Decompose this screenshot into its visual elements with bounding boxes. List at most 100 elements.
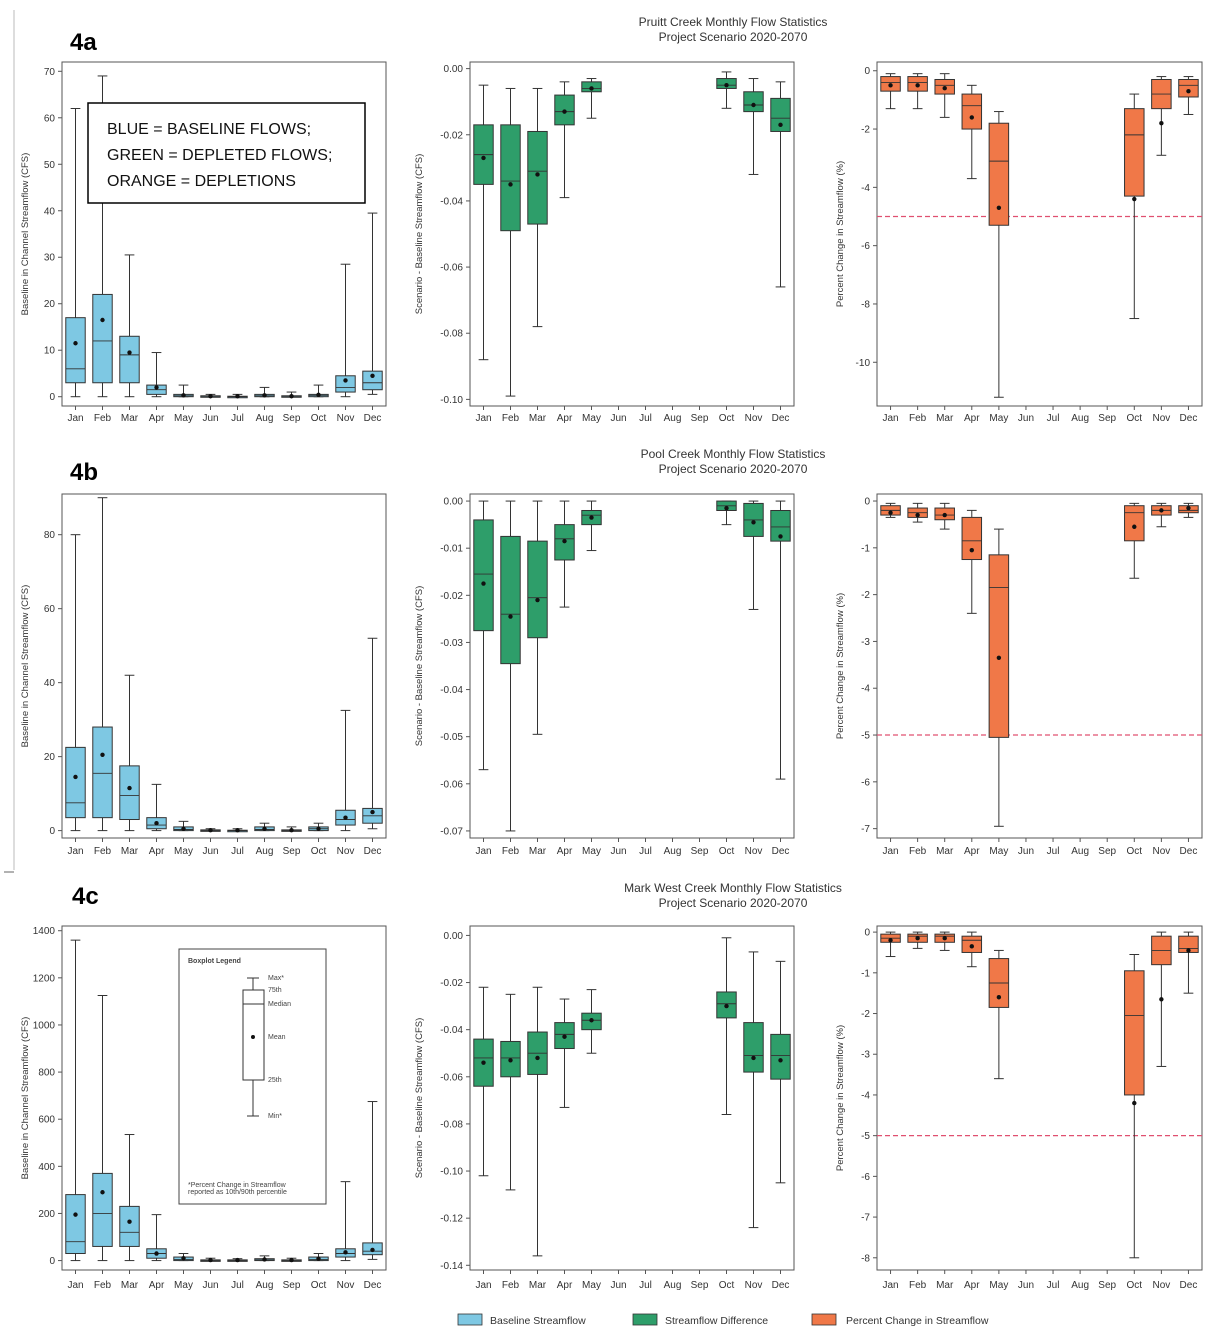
title-4b: Pool Creek Monthly Flow Statistics (641, 447, 826, 461)
x-tick-label: Jun (610, 413, 626, 424)
box-dec (770, 960, 791, 1184)
y-tick-label: 800 (38, 1068, 55, 1079)
box-dec (362, 637, 383, 830)
box-iqr (119, 1205, 140, 1247)
mean-point (181, 393, 186, 398)
x-tick-label: Jul (639, 1280, 652, 1291)
x-tick-label: Nov (337, 413, 355, 424)
mean-point (208, 828, 213, 833)
box-oct (1124, 93, 1145, 320)
x-tick-label: Apr (149, 1280, 165, 1291)
x-tick-label: Oct (311, 846, 327, 857)
mean-point (751, 520, 756, 525)
x-tick-label: Jul (1047, 413, 1060, 424)
y-tick-label: 600 (38, 1115, 55, 1126)
box-may (173, 1253, 194, 1262)
mean-point (181, 1256, 186, 1261)
box-mar (119, 1134, 140, 1262)
x-tick-label: Mar (121, 846, 139, 857)
mean-point (73, 774, 78, 780)
y-tick-label: -0.06 (440, 263, 463, 274)
title-4c: Mark West Creek Monthly Flow Statistics (624, 881, 842, 895)
legend-label-percent: Percent Change in Streamflow (846, 1315, 989, 1327)
mean-point (942, 512, 947, 518)
x-tick-label: Sep (1098, 846, 1116, 857)
x-tick-label: May (174, 413, 193, 424)
box-apr (146, 352, 167, 398)
y-tick-label: -0.02 (440, 591, 463, 602)
box-may (988, 528, 1010, 827)
x-tick-label: May (582, 413, 601, 424)
box-dec (1178, 502, 1199, 518)
note-line-3: ORANGE = DEPLETIONS (107, 173, 296, 190)
box-apr (146, 783, 167, 832)
y-tick-label: -2 (861, 1009, 870, 1020)
x-tick-label: Jul (639, 846, 652, 857)
x-tick-label: Nov (337, 1280, 355, 1291)
x-tick-label: Jul (1047, 846, 1060, 857)
boxplot-legend-mean: Mean (268, 1034, 286, 1041)
x-tick-label: Jul (1047, 1280, 1060, 1291)
x-tick-label: May (582, 1280, 601, 1291)
x-tick-label: Mar (936, 1280, 954, 1291)
box-may (581, 500, 602, 552)
x-tick-label: Jul (231, 1280, 244, 1291)
subtitle-4c: Project Scenario 2020-2070 (659, 896, 808, 910)
y-tick-label: -4 (861, 1090, 870, 1101)
y-axis-label: Scenario - Baseline Streamflow (CFS) (414, 1018, 425, 1179)
x-tick-label: Nov (1152, 846, 1170, 857)
box-mar (934, 502, 955, 530)
y-tick-label: 400 (38, 1162, 55, 1173)
mean-point (888, 83, 893, 88)
y-tick-label: 0.00 (444, 64, 464, 75)
mean-point (100, 1190, 105, 1195)
mean-point (942, 936, 947, 941)
x-tick-label: May (989, 846, 1008, 857)
mean-point (589, 86, 594, 91)
mean-point (481, 581, 486, 586)
x-tick-label: Oct (1127, 413, 1143, 424)
box-may (173, 820, 194, 832)
x-tick-label: Apr (557, 1280, 573, 1291)
x-tick-label: May (989, 1280, 1008, 1291)
box-dec (362, 1101, 383, 1260)
box-oct (716, 71, 737, 109)
x-tick-label: Sep (283, 1280, 301, 1291)
box-mar (527, 87, 548, 328)
y-tick-label: 30 (44, 253, 56, 264)
box-iqr (500, 535, 521, 665)
x-tick-label: Jun (610, 1280, 626, 1291)
mean-point (996, 205, 1002, 210)
subplot-4c-percent: 0 -1 -2 -3 -4 -5 -6 -7 -8 Percent Change in Strea… (835, 925, 1203, 1291)
box-jan (880, 931, 901, 958)
box-nov (743, 951, 764, 1229)
box-iqr (119, 335, 140, 384)
mean-point (316, 826, 321, 831)
box-apr (554, 81, 575, 199)
mean-point (535, 172, 540, 177)
x-tick-label: May (174, 1280, 193, 1291)
box-sep (281, 1257, 302, 1263)
y-tick-label: 0 (864, 497, 870, 508)
x-tick-label: Feb (94, 1280, 112, 1291)
mean-point (262, 1257, 267, 1262)
mean-point (508, 182, 513, 187)
y-tick-label: -7 (861, 824, 870, 835)
x-tick-label: Feb (909, 413, 927, 424)
y-tick-label: -5 (861, 1131, 870, 1142)
box-jan (880, 73, 901, 110)
y-tick-label: 1400 (33, 926, 56, 937)
x-tick-label: Apr (557, 846, 573, 857)
x-tick-label: Oct (719, 846, 735, 857)
x-tick-label: Feb (94, 413, 112, 424)
x-tick-label: Dec (364, 413, 382, 424)
box-jan (473, 500, 494, 771)
subplot-4b-baseline: 0 20 40 60 80 Baseline in Channel Streamflow … (20, 493, 387, 857)
box-nov (335, 263, 356, 398)
x-tick-label: Jan (882, 1280, 898, 1291)
mean-point (316, 1256, 321, 1261)
y-tick-label: -0.08 (440, 329, 463, 340)
plot-frame (61, 493, 387, 839)
x-tick-label: Mar (529, 413, 547, 424)
